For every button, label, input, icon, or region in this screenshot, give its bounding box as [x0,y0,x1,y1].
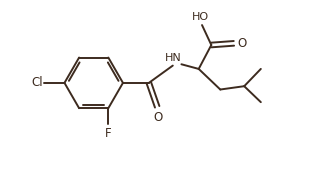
Text: HN: HN [165,53,181,63]
Text: O: O [153,112,162,124]
Text: Cl: Cl [31,76,43,89]
Text: F: F [105,127,112,140]
Text: HO: HO [192,12,209,22]
Text: O: O [237,37,247,50]
